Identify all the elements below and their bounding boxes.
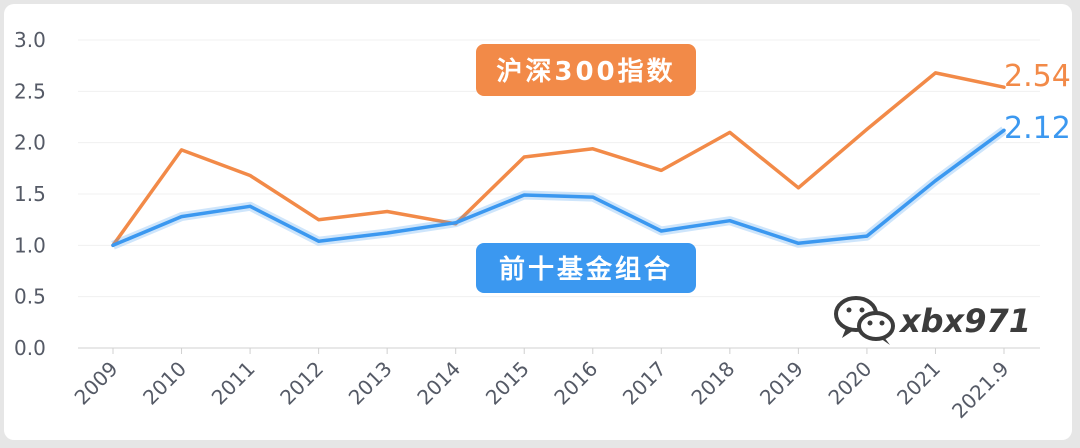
x-tick-label: 2021 [892,357,945,410]
legend-label-hs300: 沪深300指数 [496,57,675,87]
y-tick-label: 0.5 [14,285,46,309]
data-point [180,148,184,152]
data-point [248,174,252,178]
watermark-text: xbx971 [898,302,1031,340]
series-line-hs300 [111,71,1006,248]
data-point [796,186,800,190]
data-point [728,130,732,134]
data-point [796,241,800,245]
data-point [248,204,252,208]
x-tick-label: 2017 [618,357,671,410]
data-point [385,231,389,235]
data-point [317,239,321,243]
data-point [1002,85,1006,89]
y-axis: 0.0 0.5 1.0 1.5 2.0 2.5 3.0 [14,28,46,360]
data-point [591,147,595,151]
x-tick-label: 2014 [412,357,465,410]
x-tick-label: 2018 [686,357,739,410]
y-tick-label: 2.5 [14,79,46,103]
data-point [659,229,663,233]
x-tick-label: 2021.9 [947,357,1013,423]
data-point [180,215,184,219]
x-tick-label: 2012 [275,357,328,410]
data-point [1002,128,1006,132]
x-tick-label: 2009 [70,357,123,410]
series-glow [111,126,1007,250]
x-tick-label: 2020 [823,357,876,410]
data-point [522,193,526,197]
x-tick-label: 2016 [549,357,602,410]
data-point [933,71,937,75]
legend-label-top10: 前十基金组合 [499,254,673,285]
series-line-top10 [111,128,1006,248]
legend-badge-top10: 前十基金组合 [476,243,696,293]
data-point [865,127,869,131]
series-lines [111,71,1007,250]
y-tick-label: 1.0 [14,233,46,257]
end-label-top10: 2.12 [1004,111,1071,146]
x-tick-label: 2019 [755,357,808,410]
x-tick-label: 2013 [344,357,397,410]
data-point [454,221,458,225]
x-tick-label: 2011 [207,357,260,410]
y-tick-label: 3.0 [14,28,46,52]
watermark: xbx971 [834,296,1031,345]
x-axis: 2009 2010 2011 2012 2013 2014 2015 2016 2017 2018… [70,348,1014,423]
data-point [728,219,732,223]
data-point [591,195,595,199]
data-point [385,209,389,213]
legend-badge-hs300: 沪深300指数 [476,44,696,96]
data-point [317,218,321,222]
data-point [111,243,115,247]
data-point [865,234,869,238]
x-tick-label: 2010 [138,357,191,410]
y-tick-label: 2.0 [14,131,46,155]
data-point [933,179,937,183]
wechat-icon [834,296,895,345]
y-tick-label: 1.5 [14,182,46,206]
y-tick-label: 0.0 [14,336,46,360]
data-point [522,155,526,159]
x-tick-label: 2015 [481,357,534,410]
end-label-hs300: 2.54 [1004,59,1071,94]
data-point [659,168,663,172]
